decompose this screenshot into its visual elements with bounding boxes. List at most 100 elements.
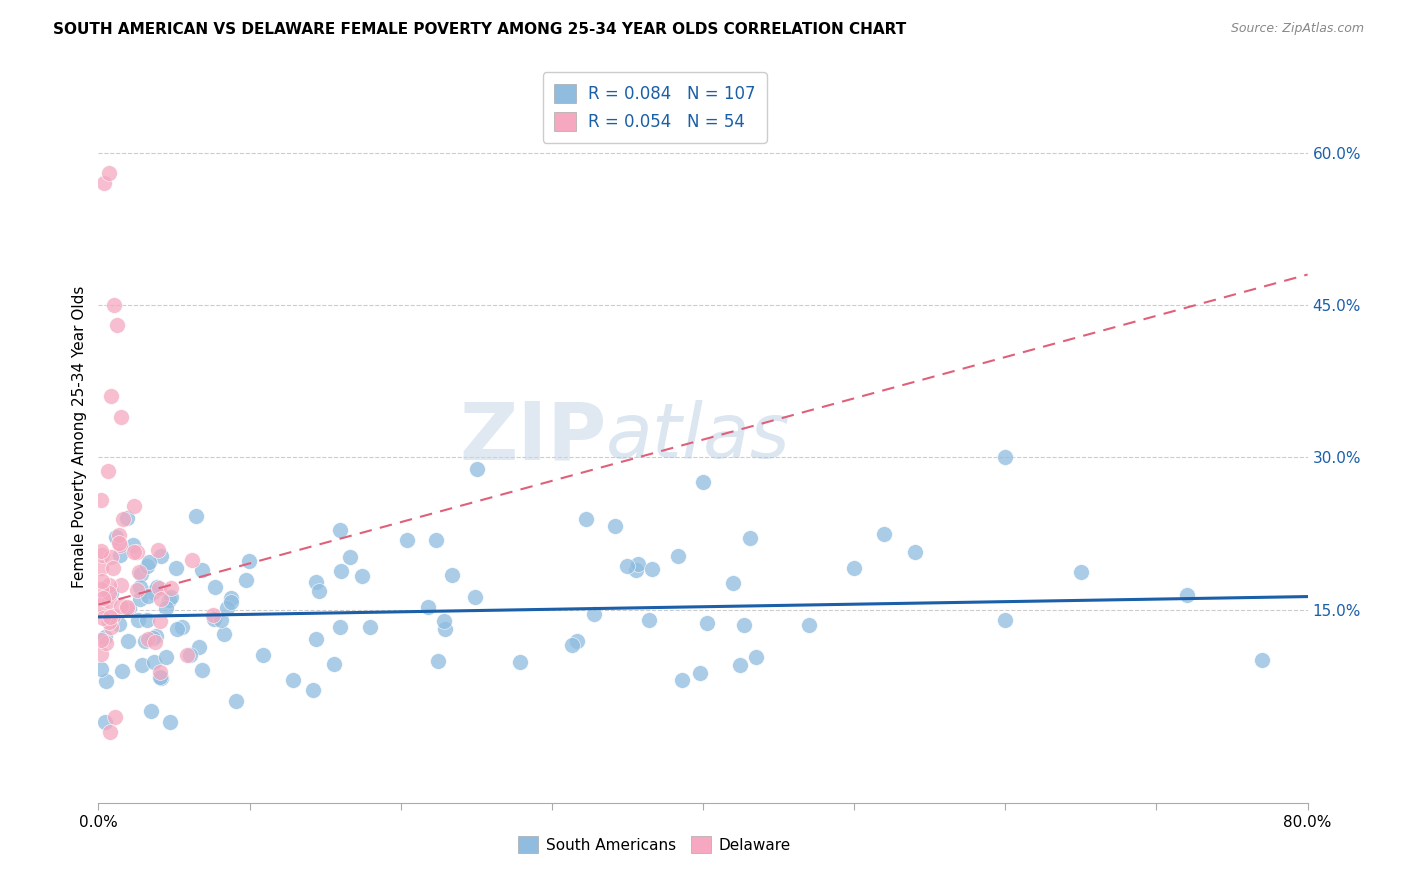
Point (329, 619, 352, 633)
Point (561, 638, 583, 652)
Point (93, 714, 115, 729)
Point (165, 560, 187, 574)
Point (238, 554, 260, 568)
Point (103, 609, 125, 624)
Point (108, 548, 131, 562)
Point (90, 493, 112, 508)
Point (641, 562, 664, 576)
Point (139, 705, 162, 719)
Point (115, 602, 138, 616)
Point (616, 558, 638, 573)
Point (135, 558, 157, 573)
Point (108, 617, 131, 632)
Point (150, 671, 173, 685)
Point (418, 600, 440, 615)
Point (128, 580, 150, 594)
Point (426, 655, 449, 669)
Point (90, 544, 112, 558)
Point (305, 632, 328, 646)
Point (90, 647, 112, 661)
Point (339, 550, 361, 565)
Point (98, 166, 121, 180)
Point (994, 450, 1017, 465)
Point (122, 545, 145, 559)
Point (308, 583, 330, 598)
Point (90, 632, 112, 647)
Point (464, 590, 486, 604)
Point (219, 595, 242, 609)
Point (575, 512, 598, 526)
Point (666, 549, 689, 563)
Point (100, 620, 122, 634)
Point (159, 714, 181, 729)
Text: SOUTH AMERICAN VS DELAWARE FEMALE POVERTY AMONG 25-34 YEAR OLDS CORRELATION CHAR: SOUTH AMERICAN VS DELAWARE FEMALE POVERT… (53, 22, 907, 37)
Point (136, 613, 159, 627)
Point (396, 533, 419, 548)
Point (108, 538, 131, 552)
Text: ZIP: ZIP (458, 398, 606, 476)
Point (202, 608, 225, 623)
Point (138, 555, 160, 569)
Point (225, 694, 247, 708)
Point (148, 581, 170, 595)
Point (797, 617, 820, 632)
Point (745, 649, 768, 664)
Text: atlas: atlas (606, 401, 790, 474)
Point (184, 509, 207, 524)
Point (115, 510, 138, 524)
Point (350, 569, 373, 583)
Point (104, 710, 127, 724)
Y-axis label: Female Poverty Among 25-34 Year Olds: Female Poverty Among 25-34 Year Olds (72, 286, 87, 588)
Point (98, 578, 121, 592)
Point (115, 600, 138, 615)
Point (624, 563, 647, 577)
Point (128, 565, 150, 579)
Point (90, 598, 112, 612)
Point (149, 591, 172, 606)
Point (112, 512, 135, 526)
Point (728, 658, 751, 673)
Point (160, 581, 183, 595)
Point (323, 657, 346, 672)
Point (150, 549, 173, 563)
Point (143, 655, 166, 669)
Point (425, 533, 447, 547)
Point (98, 586, 121, 600)
Point (994, 613, 1017, 627)
Point (90, 561, 112, 575)
Point (187, 640, 209, 654)
Point (100, 586, 122, 600)
Point (100, 389, 122, 403)
Point (465, 462, 488, 476)
Point (1175, 588, 1198, 602)
Point (111, 664, 134, 678)
Point (148, 543, 170, 558)
Point (215, 601, 238, 615)
Point (117, 634, 139, 648)
Point (94, 630, 117, 644)
Point (627, 557, 650, 571)
Point (190, 563, 212, 577)
Point (110, 409, 132, 424)
Point (441, 567, 464, 582)
Point (689, 666, 711, 681)
Point (142, 585, 165, 599)
Point (91, 591, 114, 605)
Point (603, 518, 626, 533)
Point (90, 662, 112, 676)
Point (433, 614, 456, 628)
Point (101, 561, 124, 575)
Point (330, 564, 353, 578)
Point (110, 599, 132, 613)
Point (155, 649, 177, 664)
Point (136, 589, 159, 603)
Point (107, 536, 129, 550)
Point (148, 614, 170, 628)
Point (723, 575, 745, 590)
Point (204, 580, 226, 594)
Point (129, 592, 152, 607)
Point (433, 622, 456, 636)
Point (149, 670, 172, 684)
Point (146, 580, 169, 594)
Point (509, 655, 531, 669)
